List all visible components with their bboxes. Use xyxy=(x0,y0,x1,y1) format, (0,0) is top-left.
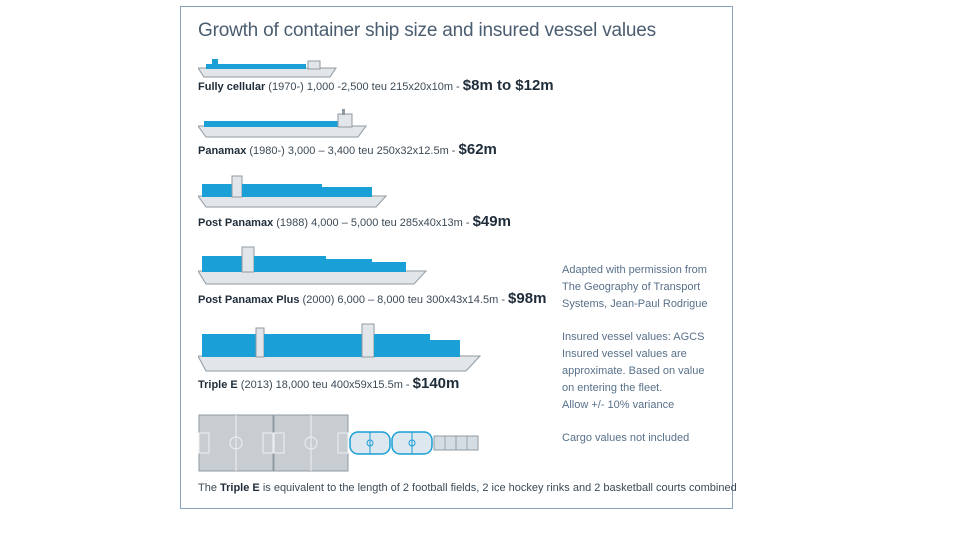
footer-prefix: The xyxy=(198,482,221,494)
footer-comparison-text: The Triple E is equivalent to the length… xyxy=(198,482,737,494)
note-line: Allow +/- 10% variance xyxy=(562,399,675,411)
note-line: approximate. Based on value xyxy=(562,365,705,377)
football-field-icon xyxy=(273,414,349,472)
note-line: Cargo values not included xyxy=(562,432,690,444)
ship-detail: (1970-) 1,000 -2,500 teu 215x20x10m - xyxy=(265,81,463,93)
basketball-court-icon xyxy=(455,435,479,451)
ship-name: Panamax xyxy=(198,145,247,157)
cargo-note: Cargo values not included xyxy=(562,430,689,447)
ship-caption: Panamax (1980-) 3,000 – 3,400 teu 250x32… xyxy=(198,141,497,158)
ship-name: Fully cellular xyxy=(198,81,266,93)
insured-values-note: Insured vessel values: AGCS Insured vess… xyxy=(562,329,704,414)
ship-triple-e-illustration xyxy=(198,322,482,372)
ship-value: $140m xyxy=(412,375,460,392)
ship-caption: Triple E (2013) 18,000 teu 400x59x15.5m … xyxy=(198,375,460,392)
ship-detail: (1988) 4,000 – 5,000 teu 285x40x13m - xyxy=(273,217,473,229)
length-comparison-illustration xyxy=(198,414,482,472)
ship-fully-cellular-illustration xyxy=(198,56,338,78)
ice-hockey-rink-icon xyxy=(349,431,391,455)
ship-caption: Post Panamax Plus (2000) 6,000 – 8,000 t… xyxy=(198,290,547,307)
basketball-court-icon xyxy=(433,435,457,451)
note-line: on entering the fleet. xyxy=(562,382,663,394)
ship-post-panamax-illustration xyxy=(198,174,388,208)
ship-value: $49m xyxy=(472,213,511,230)
ship-name: Post Panamax Plus xyxy=(198,294,300,306)
note-line: Adapted with permission from xyxy=(562,264,707,276)
footer-suffix: is equivalent to the length of 2 footbal… xyxy=(259,482,737,494)
note-line: The Geography of Transport xyxy=(562,281,701,293)
note-line: Insured vessel values are xyxy=(562,348,687,360)
source-note: Adapted with permission from The Geograp… xyxy=(562,262,708,313)
ship-panamax-illustration xyxy=(198,108,368,138)
ship-detail: (2000) 6,000 – 8,000 teu 300x43x14.5m - xyxy=(299,294,509,306)
ship-value: $98m xyxy=(508,290,547,307)
ship-detail: (2013) 18,000 teu 400x59x15.5m - xyxy=(237,379,413,391)
ship-value: $62m xyxy=(458,141,497,158)
ship-name: Post Panamax xyxy=(198,217,274,229)
ship-caption: Fully cellular (1970-) 1,000 -2,500 teu … xyxy=(198,77,554,94)
ship-post-panamax-plus-illustration xyxy=(198,245,428,285)
ice-hockey-rink-icon xyxy=(391,431,433,455)
ship-detail: (1980-) 3,000 – 3,400 teu 250x32x12.5m - xyxy=(246,145,459,157)
ship-name: Triple E xyxy=(198,379,238,391)
football-field-icon xyxy=(198,414,274,472)
note-line: Systems, Jean-Paul Rodrigue xyxy=(562,298,708,310)
infographic-title: Growth of container ship size and insure… xyxy=(198,20,656,41)
footer-bold: Triple E xyxy=(220,482,260,494)
note-line: Insured vessel values: AGCS xyxy=(562,331,705,343)
ship-caption: Post Panamax (1988) 4,000 – 5,000 teu 28… xyxy=(198,213,511,230)
ship-value: $8m to $12m xyxy=(462,77,554,94)
